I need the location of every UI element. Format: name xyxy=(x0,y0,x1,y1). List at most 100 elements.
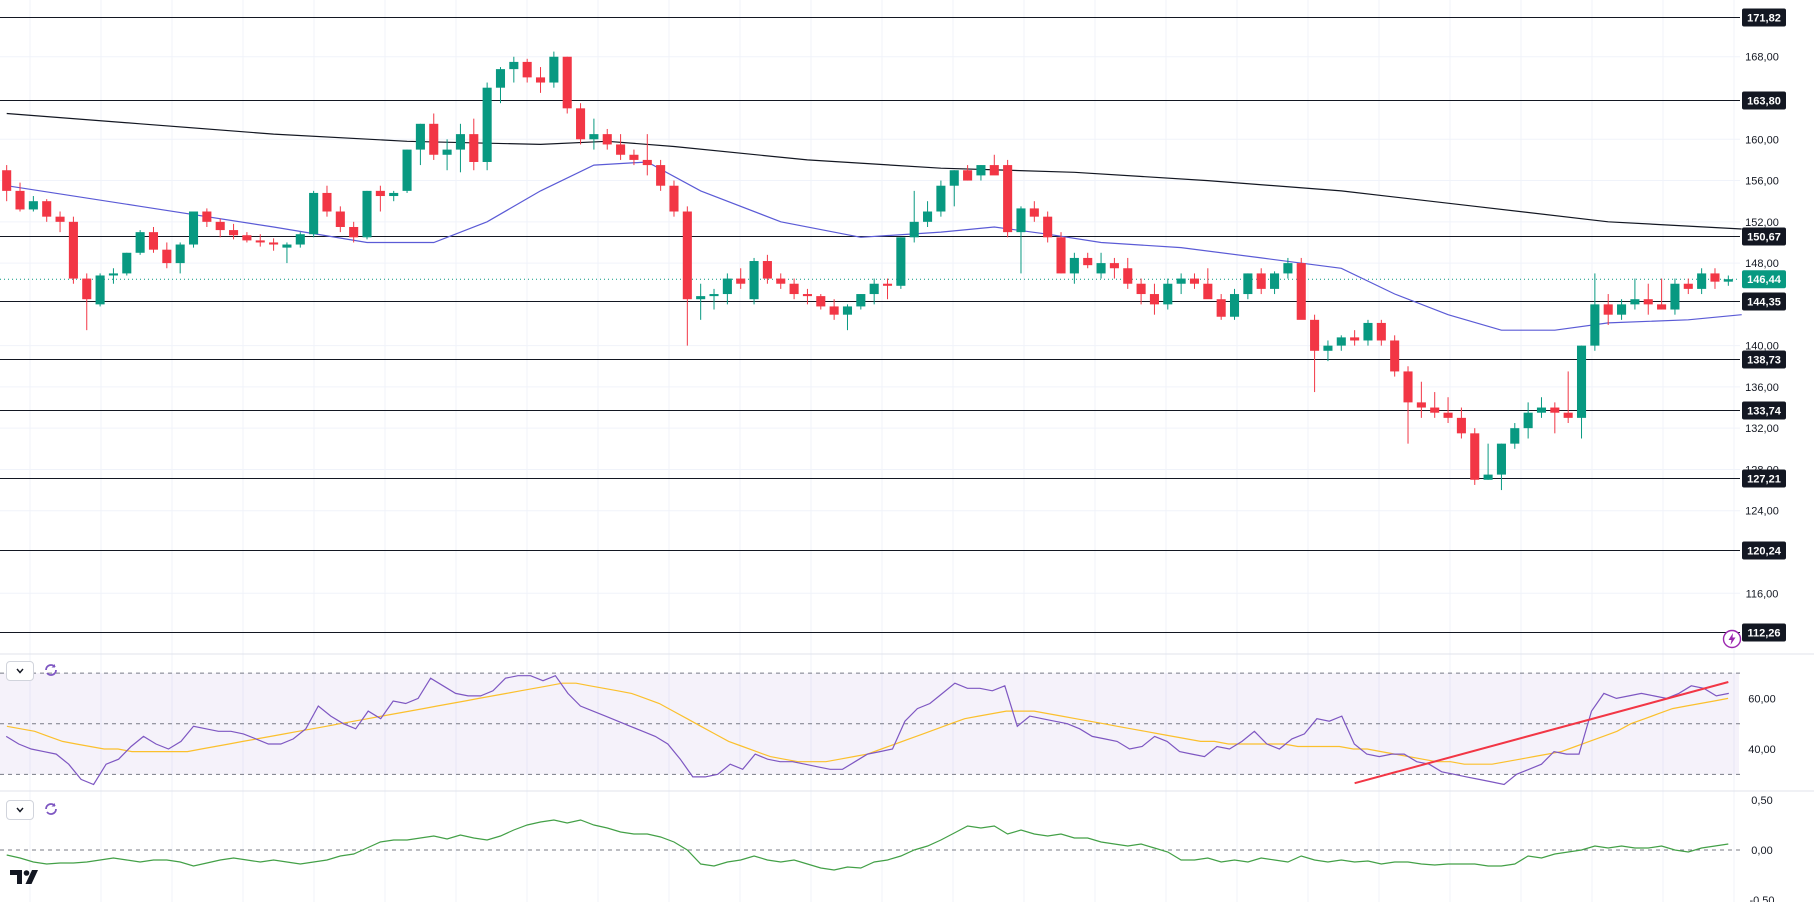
candle-body xyxy=(1123,268,1133,284)
last-price-label: 146,44 xyxy=(1747,274,1782,286)
candle-body xyxy=(229,230,239,236)
price-tick-label: 132,00 xyxy=(1745,423,1779,435)
candle-body xyxy=(2,170,12,191)
macd-collapse-button[interactable] xyxy=(6,800,34,820)
rsi-pane xyxy=(5,674,1729,786)
chevron-down-icon xyxy=(16,668,24,674)
level-label: 133,74 xyxy=(1747,406,1782,418)
candle-body xyxy=(829,306,839,315)
candle-body xyxy=(696,296,706,300)
candle-body xyxy=(1456,417,1466,434)
macd-tick-label: 0,50 xyxy=(1751,795,1772,807)
candle-body xyxy=(802,294,812,297)
candle-body xyxy=(1416,402,1426,408)
candle-body xyxy=(949,170,959,186)
candle-body xyxy=(55,216,65,222)
level-tag xyxy=(1742,541,1786,560)
candle-body xyxy=(402,149,412,191)
candle-body xyxy=(576,108,586,140)
level-tag xyxy=(1742,292,1786,311)
price-tick-label: 136,00 xyxy=(1745,382,1779,394)
candle-body xyxy=(669,185,679,212)
candle-body xyxy=(1243,273,1253,295)
ma200-line xyxy=(6,112,1742,230)
rsi-tick-label: 60,00 xyxy=(1748,693,1776,705)
price-tick-label: 116,00 xyxy=(1746,588,1779,600)
macd-line xyxy=(6,819,1729,871)
candle-body xyxy=(1470,433,1480,480)
candle-body xyxy=(1430,407,1440,413)
candle-body xyxy=(469,134,479,162)
candle-body xyxy=(108,273,118,276)
level-tag xyxy=(1742,8,1786,27)
candle-body xyxy=(1029,208,1039,217)
candle-body xyxy=(1723,279,1733,282)
candle-body xyxy=(1336,337,1346,346)
candle-body xyxy=(1376,322,1386,341)
level-label: 163,80 xyxy=(1747,96,1781,108)
candle-body xyxy=(42,201,52,217)
candle-body xyxy=(269,242,279,245)
candle-body xyxy=(1189,278,1200,284)
macd-pane xyxy=(0,819,1740,871)
ma50-line xyxy=(6,161,1742,331)
candle-body xyxy=(722,278,732,295)
macd-tick-label: 0,00 xyxy=(1751,845,1772,857)
level-label: 120,24 xyxy=(1747,546,1782,558)
candle-body xyxy=(789,283,799,295)
candle-body xyxy=(1083,257,1093,266)
candle-body xyxy=(656,165,666,186)
candle-body xyxy=(629,154,639,160)
candle-body xyxy=(776,278,786,284)
candle-body xyxy=(1710,273,1720,282)
candle-body xyxy=(1536,407,1547,413)
candle-body xyxy=(1203,283,1213,300)
level-label: 171,82 xyxy=(1747,13,1781,25)
candle-body xyxy=(215,221,225,231)
candle-body xyxy=(1003,165,1013,233)
lightning-icon[interactable] xyxy=(1722,629,1742,649)
rsi-line xyxy=(5,674,1729,786)
candle-body xyxy=(389,192,399,197)
price-tick-label: 152,00 xyxy=(1745,217,1779,229)
candle-body xyxy=(762,261,772,279)
price-tick-label: 140,00 xyxy=(1745,341,1779,353)
candle-body xyxy=(1603,304,1613,315)
candle-body xyxy=(736,278,746,284)
refresh-icon[interactable] xyxy=(43,801,59,817)
refresh-icon[interactable] xyxy=(43,662,59,678)
tradingview-logo xyxy=(10,870,38,884)
level-tag xyxy=(1742,91,1786,110)
candle-body xyxy=(1043,216,1053,238)
moving-averages xyxy=(6,112,1742,331)
candle-body xyxy=(522,61,532,78)
price-tick-label: 160,00 xyxy=(1745,134,1779,146)
candle-body xyxy=(682,211,692,300)
price-tags: 171,82 163,80 150,67 144,35 138,73 133,74 127,… xyxy=(1742,8,1786,642)
candle-body xyxy=(442,149,452,155)
level-label: 144,35 xyxy=(1747,297,1781,309)
candle-body xyxy=(95,275,105,305)
candle-body xyxy=(1657,304,1667,310)
level-tag xyxy=(1742,227,1786,246)
candle-body xyxy=(162,249,172,264)
candle-body xyxy=(415,123,425,150)
candle-body xyxy=(1496,443,1506,475)
candle-body xyxy=(1256,273,1266,289)
candle-body xyxy=(135,232,145,253)
candle-body xyxy=(455,134,465,150)
price-tick-label: 148,00 xyxy=(1745,258,1779,270)
rsi-trendline xyxy=(1354,681,1729,785)
candle-body xyxy=(1323,345,1333,351)
rsi-collapse-button[interactable] xyxy=(6,661,34,681)
candle-body xyxy=(1350,337,1360,341)
candle-body xyxy=(322,192,332,212)
candle-body xyxy=(1296,263,1306,320)
candle-body xyxy=(1016,208,1026,233)
candle-body xyxy=(68,221,78,279)
rsi-band-fill xyxy=(0,673,1739,775)
candle-body xyxy=(1483,474,1493,480)
candle-body xyxy=(1563,412,1573,418)
